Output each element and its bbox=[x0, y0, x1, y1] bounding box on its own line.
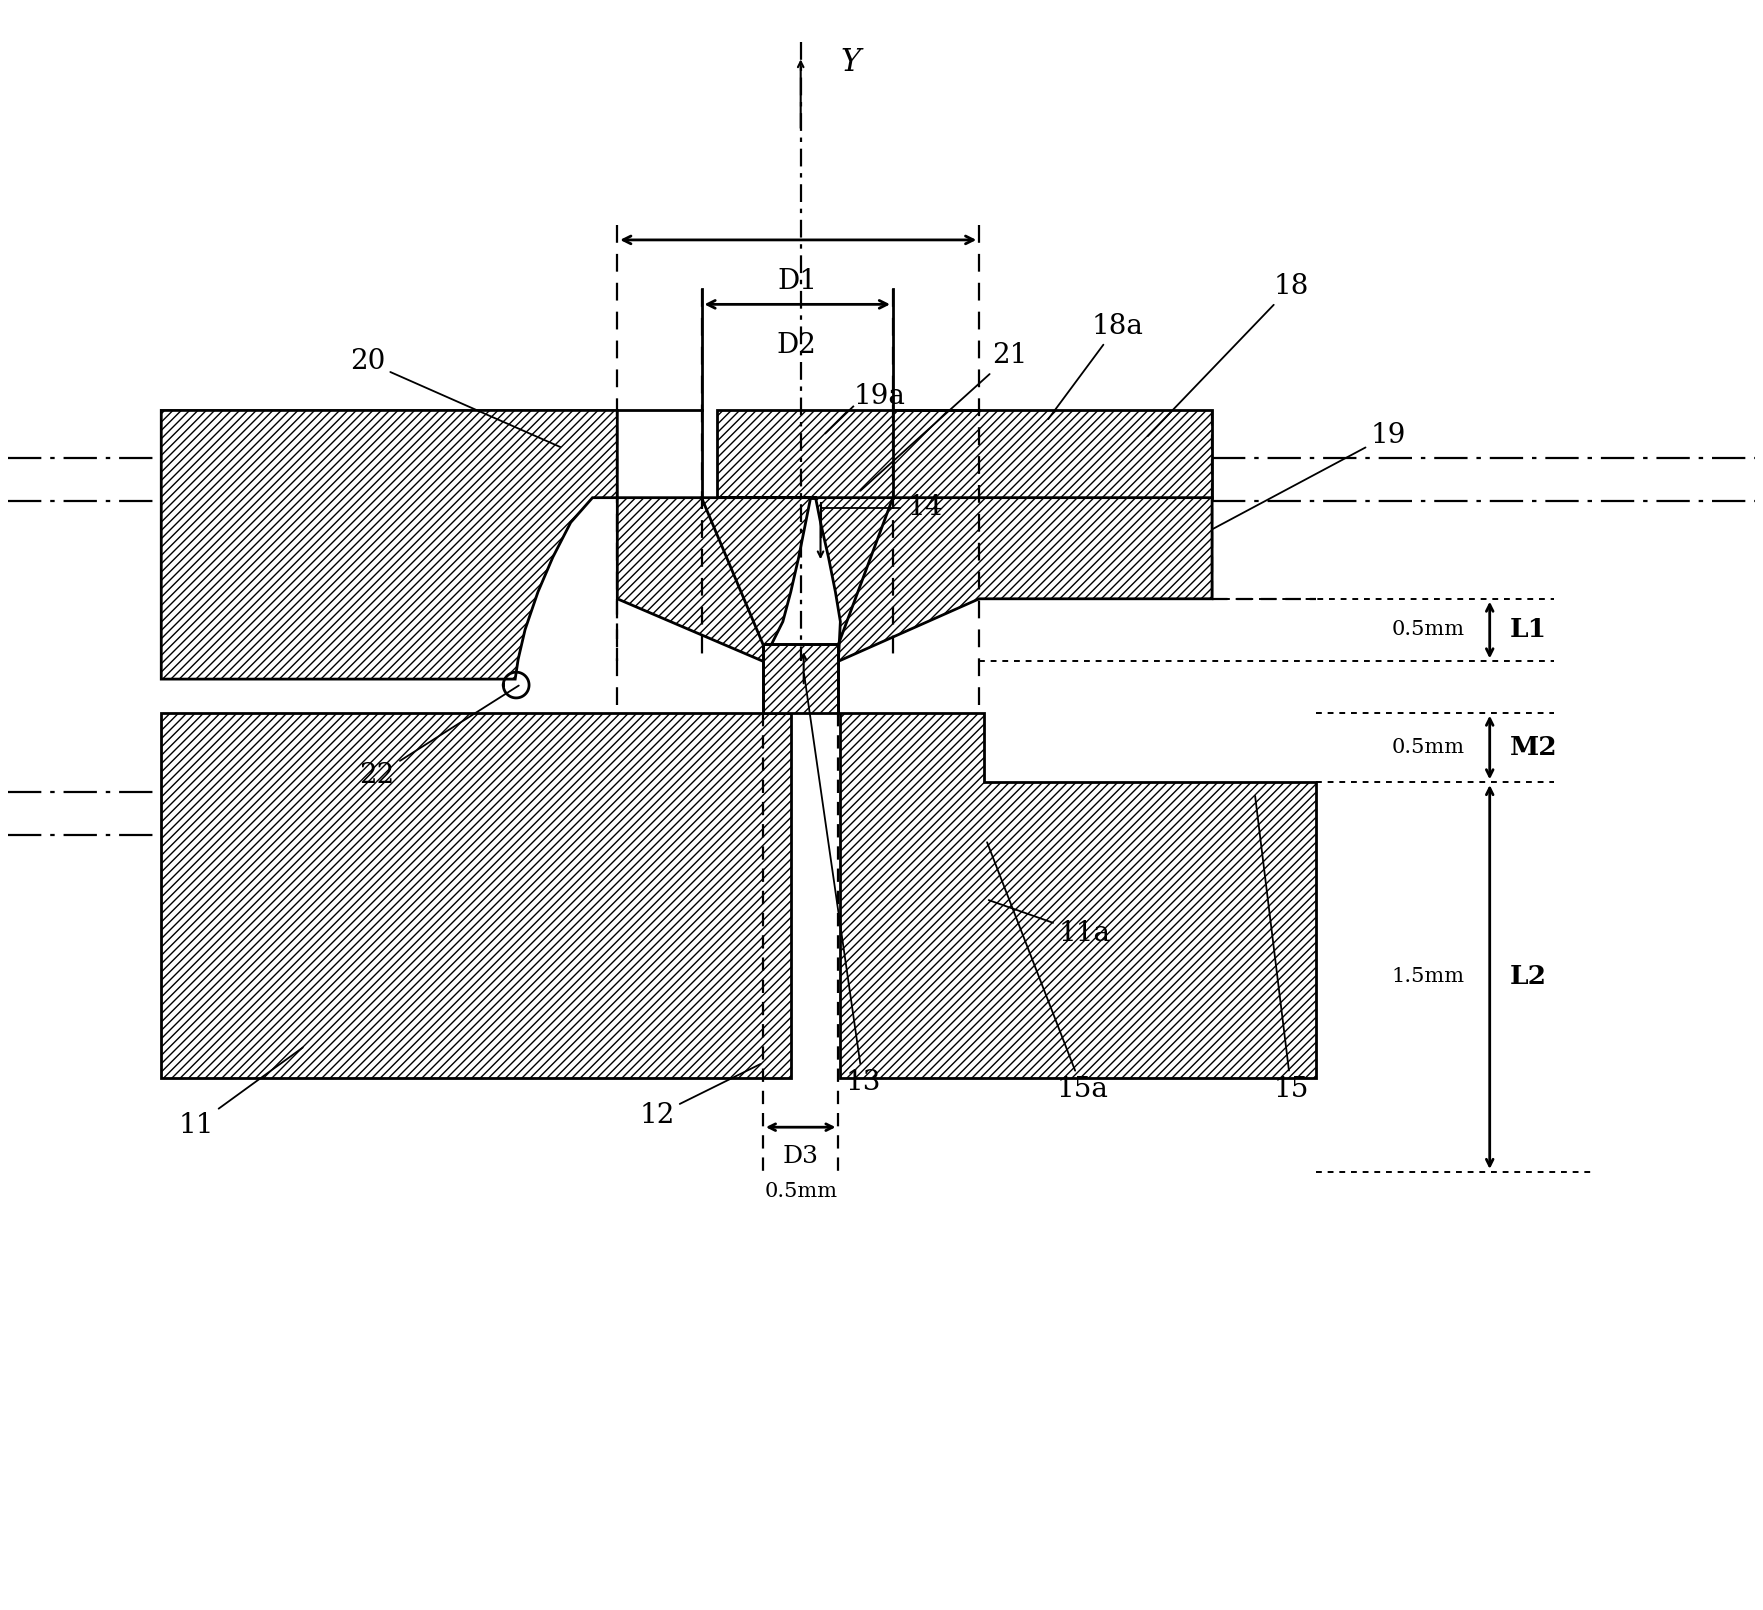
Text: Y: Y bbox=[841, 47, 860, 77]
Text: 1.5mm: 1.5mm bbox=[1391, 968, 1465, 985]
Text: M2: M2 bbox=[1509, 736, 1557, 760]
Text: 18a: 18a bbox=[1049, 312, 1142, 419]
Text: D2: D2 bbox=[777, 332, 816, 359]
Text: 12: 12 bbox=[640, 1064, 760, 1129]
Text: 0.5mm: 0.5mm bbox=[763, 1182, 837, 1201]
Polygon shape bbox=[617, 497, 811, 662]
Bar bbox=[160, 713, 792, 1077]
Text: 15: 15 bbox=[1255, 795, 1308, 1103]
Bar bbox=[718, 411, 1213, 497]
Polygon shape bbox=[841, 713, 1317, 1077]
Text: 13: 13 bbox=[804, 675, 882, 1096]
Text: 0.5mm: 0.5mm bbox=[1391, 620, 1465, 639]
Text: 14: 14 bbox=[908, 494, 943, 522]
Text: 19a: 19a bbox=[853, 383, 904, 411]
Text: 20: 20 bbox=[349, 348, 561, 448]
Text: D3: D3 bbox=[783, 1145, 818, 1167]
Text: D1: D1 bbox=[777, 267, 818, 295]
Text: 18: 18 bbox=[1148, 274, 1308, 436]
Text: 11: 11 bbox=[178, 1048, 303, 1138]
Polygon shape bbox=[763, 644, 839, 713]
Text: 15a: 15a bbox=[987, 842, 1109, 1103]
Text: 22: 22 bbox=[360, 686, 518, 789]
Text: 21: 21 bbox=[860, 343, 1028, 491]
Text: L1: L1 bbox=[1509, 617, 1546, 642]
Polygon shape bbox=[160, 411, 617, 679]
Polygon shape bbox=[718, 497, 1213, 662]
Text: L2: L2 bbox=[1509, 964, 1546, 989]
Text: 0.5mm: 0.5mm bbox=[1391, 737, 1465, 757]
Text: 19: 19 bbox=[1213, 422, 1407, 530]
Text: 11a: 11a bbox=[989, 900, 1111, 947]
